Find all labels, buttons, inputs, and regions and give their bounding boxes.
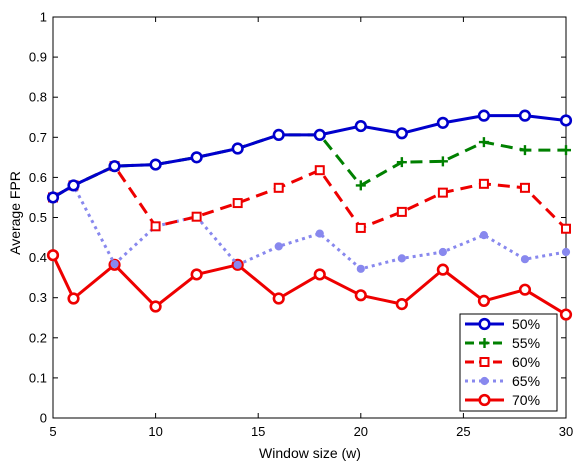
x-tick-label: 25 [456,424,470,439]
data-point [149,158,162,171]
data-point [190,268,203,281]
data-point [313,268,326,281]
x-tick-label: 20 [354,424,368,439]
data-point [561,223,571,234]
y-tick-label: 0.7 [29,130,47,145]
data-point [354,289,367,302]
series-line [51,254,567,316]
series-3 [48,161,571,234]
legend: 50% 55% 60% 65% 70% [459,313,558,412]
legend-label: 60% [512,354,540,370]
data-point [273,182,284,193]
data-point [395,298,408,311]
data-point [519,145,530,156]
data-point [479,231,489,240]
data-point [518,283,532,296]
data-point [477,294,491,308]
data-point [314,165,325,176]
legend-marker [478,393,491,407]
y-axis-title: Average FPR [7,171,23,255]
data-point [108,160,121,173]
data-point [559,308,573,321]
data-point [355,180,366,191]
y-tick-label: 0 [40,411,47,426]
data-point [396,206,407,217]
data-point [355,222,366,233]
data-point [67,179,80,192]
data-point [436,116,449,129]
data-point [438,247,447,257]
legend-box [459,313,558,412]
x-tick-label: 10 [148,424,162,439]
data-point [436,263,449,276]
data-point [437,187,448,198]
legend-label: 50% [512,316,540,332]
data-point [315,229,324,238]
data-point [190,151,203,164]
data-point [274,242,283,251]
data-point [559,114,573,127]
x-tick-label: 5 [49,424,56,439]
data-point [233,260,242,269]
data-point [67,292,80,305]
data-point [356,264,365,273]
data-point [149,300,162,313]
data-point [272,292,285,305]
data-point [477,109,491,122]
y-tick-label: 0.9 [29,50,47,65]
y-tick-label: 0.1 [29,370,47,385]
data-point [397,254,406,263]
y-tick-label: 0.3 [29,290,47,305]
data-point [46,191,60,204]
legend-label: 65% [512,373,540,389]
y-tick-label: 0.2 [29,330,47,345]
y-tick-label: 1 [40,10,47,25]
legend-marker [479,357,490,367]
data-point [561,247,571,257]
y-tick-label: 0.5 [29,210,47,225]
data-point [395,127,408,140]
y-tick-label: 0.8 [29,90,47,105]
legend-label: 70% [512,392,540,408]
data-point [110,259,119,269]
y-tick-label: 0.4 [29,250,47,265]
data-point [478,178,489,189]
legend-marker [480,376,489,386]
data-point [518,109,532,122]
data-point [272,128,285,141]
legend-marker [479,338,490,348]
data-point [150,221,161,232]
data-point [396,157,407,168]
legend-label: 55% [512,335,540,351]
data-point [231,142,244,155]
data-point [437,156,448,167]
series-line [52,183,567,271]
data-point [354,119,367,133]
x-tick-label: 15 [251,424,265,439]
x-axis-title: Window size (w) [259,445,361,461]
data-point [313,128,326,141]
data-point [561,145,571,156]
x-tick-label: 30 [559,424,573,439]
data-point [191,211,202,222]
series-line [52,114,567,199]
series-line [52,164,568,230]
data-point [478,137,489,148]
data-point [520,255,530,264]
series-1 [46,109,573,204]
data-point [232,198,243,209]
data-point [46,249,60,262]
legend-marker [478,317,491,331]
y-tick-label: 0.6 [29,170,47,185]
data-point [519,182,530,193]
